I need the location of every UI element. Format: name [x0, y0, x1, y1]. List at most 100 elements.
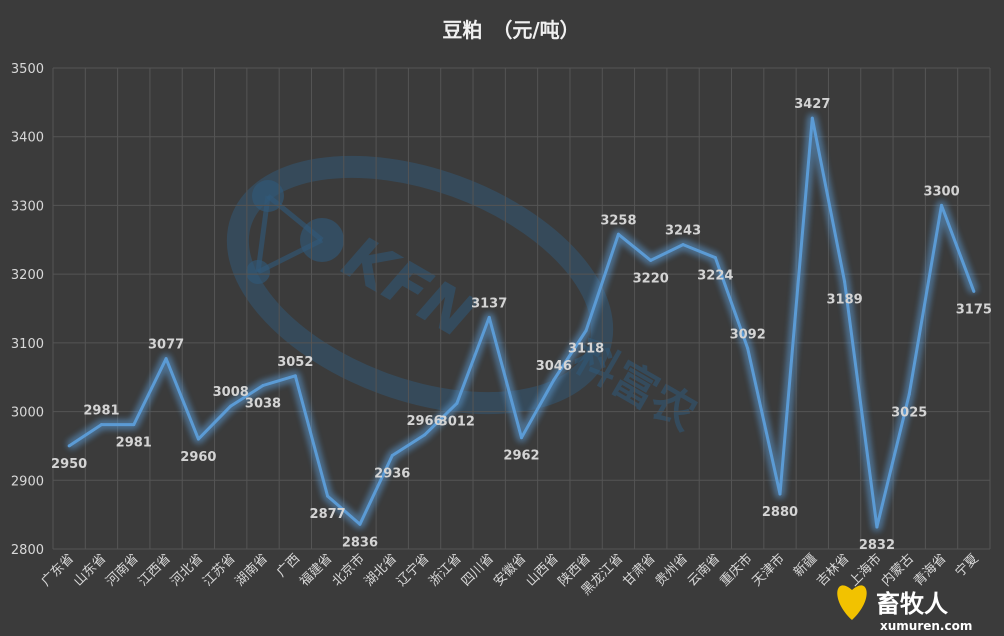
x-tick-label: 内蒙古	[878, 551, 917, 590]
data-point	[455, 401, 459, 405]
data-label: 3038	[245, 396, 281, 411]
data-label: 3008	[213, 385, 249, 400]
data-point	[520, 436, 523, 440]
x-tick-label: 广东省	[39, 551, 77, 589]
data-point	[616, 232, 620, 236]
x-tick-label: 辽宁省	[393, 551, 432, 590]
data-label: 3243	[665, 224, 701, 239]
data-label: 3224	[697, 269, 733, 284]
data-label: 2960	[180, 450, 216, 465]
data-label: 3220	[633, 271, 669, 286]
data-label: 3012	[439, 414, 475, 429]
data-point	[132, 423, 136, 427]
data-point	[261, 383, 265, 387]
data-label: 3025	[891, 405, 927, 420]
data-point	[843, 280, 847, 284]
data-point	[423, 433, 427, 437]
data-point	[778, 492, 782, 496]
data-point	[229, 404, 233, 408]
logo-name: 畜牧人	[876, 589, 948, 618]
data-label: 3052	[277, 355, 313, 370]
data-point	[810, 116, 814, 120]
y-tick-label: 3100	[11, 337, 44, 352]
x-tick-label: 山东省	[71, 551, 109, 589]
data-label: 3046	[536, 359, 572, 374]
data-label: 3118	[568, 341, 604, 356]
y-tick-label: 3400	[11, 131, 44, 146]
data-point	[164, 357, 168, 361]
series-glow	[67, 114, 978, 531]
x-tick-label: 湖北省	[362, 551, 400, 589]
x-tick-label: 四川省	[459, 551, 497, 589]
data-point	[649, 258, 653, 262]
data-label: 2880	[762, 505, 798, 520]
data-point	[552, 378, 556, 382]
x-tick-label: 宁夏	[952, 551, 982, 581]
y-tick-label: 3500	[11, 62, 44, 77]
data-point	[326, 494, 330, 498]
x-tick-label: 贵州省	[653, 551, 691, 589]
x-tick-label: 广西	[274, 551, 303, 580]
y-tick-label: 3300	[11, 199, 44, 214]
data-point	[584, 328, 588, 332]
data-point	[972, 289, 976, 293]
data-point	[681, 243, 685, 247]
data-label: 3175	[956, 302, 992, 317]
x-tick-label: 河南省	[103, 551, 142, 590]
data-label: 2877	[310, 507, 346, 522]
heart-icon	[837, 585, 867, 620]
x-tick-label: 山西省	[523, 551, 561, 589]
data-label: 2936	[374, 467, 410, 482]
x-tick-label: 安徽省	[491, 551, 529, 589]
data-point	[358, 522, 362, 526]
data-label: 3077	[148, 338, 184, 353]
data-point	[713, 256, 717, 260]
data-label: 3189	[827, 293, 863, 308]
x-tick-label: 福建省	[297, 551, 335, 589]
data-point	[196, 437, 200, 441]
x-tick-label: 重庆市	[717, 551, 756, 590]
data-label: 2981	[116, 436, 152, 451]
data-label: 3300	[923, 184, 959, 199]
data-label: 3427	[794, 97, 830, 112]
data-label: 3092	[730, 327, 766, 342]
x-tick-label: 甘肃省	[620, 551, 658, 589]
data-point	[487, 315, 491, 319]
data-point	[746, 346, 750, 350]
data-point	[67, 444, 71, 448]
data-point	[875, 525, 879, 529]
data-label: 2981	[83, 404, 119, 419]
y-tick-label: 3200	[11, 268, 44, 283]
y-tick-label: 2900	[11, 474, 44, 489]
logo-url: xumuren.com	[880, 619, 972, 633]
data-label: 2832	[859, 538, 895, 553]
data-label: 2966	[406, 414, 442, 429]
data-label: 3258	[600, 213, 636, 228]
site-logo: 畜牧人 xumuren.com	[837, 585, 972, 633]
x-tick-label: 上海市	[846, 551, 885, 590]
data-point	[99, 423, 103, 427]
data-point	[907, 392, 911, 396]
data-point	[940, 203, 944, 207]
x-tick-label: 湖南省	[232, 551, 271, 590]
data-point	[293, 374, 297, 378]
x-tick-label: 河北省	[168, 551, 206, 589]
data-label: 2950	[51, 457, 87, 472]
x-tick-label: 吉林省	[814, 551, 852, 589]
y-tick-label: 3000	[11, 406, 44, 421]
data-label: 3137	[471, 296, 507, 311]
x-tick-label: 江西省	[136, 551, 174, 589]
series-line	[67, 114, 978, 531]
x-tick-label: 浙江省	[427, 551, 465, 589]
y-tick-label: 2800	[11, 543, 44, 558]
x-tick-label: 北京市	[329, 551, 368, 590]
watermark-ring	[226, 155, 614, 415]
series-line-path	[68, 116, 976, 529]
y-axis: 2800 2900 3000 3100 3200 3300 3400 3500	[11, 62, 44, 558]
x-tick-label: 新疆	[790, 551, 820, 581]
data-point	[390, 454, 394, 458]
x-tick-label: 青海省	[911, 551, 949, 589]
x-tick-label: 云南省	[684, 551, 723, 590]
